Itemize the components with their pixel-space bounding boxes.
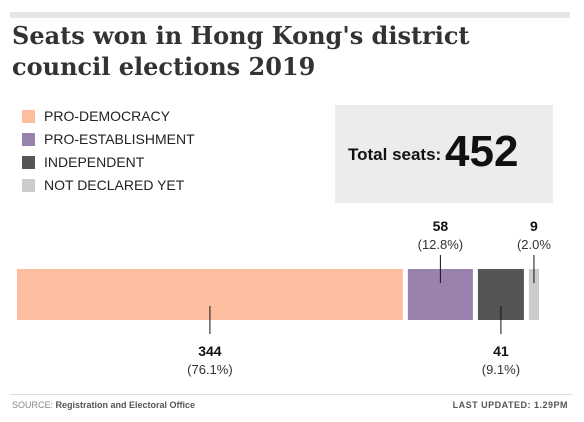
data-label-value: 344 <box>198 343 222 359</box>
chart-title: Seats won in Hong Kong's district counci… <box>12 21 470 81</box>
footer-divider <box>10 394 572 395</box>
source-value: Registration and Electoral Office <box>55 400 196 410</box>
data-label-percent: (2.0% <box>517 237 551 252</box>
data-label-percent: (12.8%) <box>418 237 464 252</box>
legend-swatch <box>22 179 35 192</box>
stacked-bar-chart: 344 (76.1%) 58 (12.8%) 41 (9.1%) 9 (2.0% <box>17 218 551 377</box>
legend-label: PRO-DEMOCRACY <box>44 108 171 124</box>
legend-label: INDEPENDENT <box>44 154 145 170</box>
legend-swatch <box>22 133 35 146</box>
source-note: SOURCE: Registration and Electoral Offic… <box>12 400 195 410</box>
data-label-value: 9 <box>530 218 538 234</box>
legend-label: NOT DECLARED YET <box>44 177 185 193</box>
total-seats-value: 452 <box>445 127 519 176</box>
total-seats-box: Total seats: 452 <box>335 105 553 203</box>
top-rule <box>10 12 570 18</box>
total-seats-label: Total seats: <box>348 145 442 164</box>
legend-label: PRO-ESTABLISHMENT <box>44 131 195 147</box>
source-label: SOURCE: <box>12 400 54 410</box>
last-updated: LAST UPDATED: 1.29PM <box>452 400 568 410</box>
data-label-percent: (76.1%) <box>187 362 233 377</box>
data-label-percent: (9.1%) <box>482 362 520 377</box>
legend-swatch <box>22 156 35 169</box>
legend-swatch <box>22 110 35 123</box>
data-label-value: 41 <box>493 343 509 359</box>
bar-segment <box>528 269 539 320</box>
data-label-value: 58 <box>433 218 449 234</box>
